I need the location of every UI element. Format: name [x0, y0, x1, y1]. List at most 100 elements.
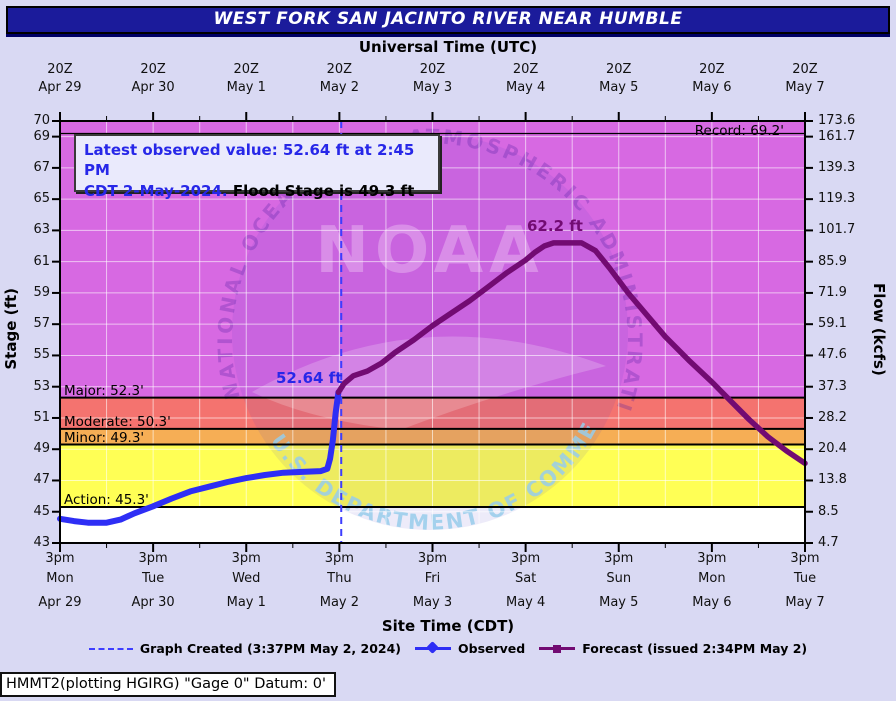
threshold-label-action: Action: 45.3' — [64, 492, 149, 509]
site-day-label: Mon — [46, 571, 74, 586]
site-date-label: May 3 — [412, 595, 453, 610]
utc-axis-title: Universal Time (UTC) — [358, 38, 538, 56]
utc-hour-label: 20Z — [419, 62, 446, 77]
legend-item-observed: Observed — [415, 641, 525, 656]
site-day-label: Sun — [606, 571, 632, 586]
utc-hour-label: 20Z — [606, 62, 632, 77]
flow-tick-label: 47.6 — [818, 347, 847, 363]
flow-tick-label: 119.3 — [818, 191, 856, 207]
utc-date-label: May 6 — [692, 80, 732, 95]
site-date-label: May 1 — [226, 595, 266, 610]
stage-tick-label: 53 — [33, 378, 50, 394]
stage-tick-label: 45 — [33, 503, 50, 519]
svg-text:NOAA: NOAA — [315, 214, 544, 288]
legend-item-forecast: Forecast (issued 2:34PM May 2) — [539, 641, 807, 656]
site-date-label: Apr 29 — [38, 595, 82, 610]
flow-tick-label: 71.9 — [818, 284, 847, 300]
utc-hour-label: 20Z — [792, 62, 818, 77]
site-day-label: Fri — [424, 571, 441, 586]
legend-created-label: Graph Created (3:37PM May 2, 2024) — [139, 641, 401, 656]
utc-date-label: May 7 — [785, 80, 825, 95]
flow-tick-label: 20.4 — [818, 441, 847, 457]
observed-marker-icon — [426, 641, 439, 654]
stage-tick-label: 55 — [33, 347, 50, 363]
site-day-label: Thu — [327, 571, 352, 586]
site-hour-label: 3pm — [231, 551, 261, 566]
junction-value-label: 52.64 ft — [276, 369, 343, 387]
stage-tick-label: 43 — [33, 535, 50, 550]
forecast-peak-label: 62.2 ft — [527, 217, 583, 235]
info-line2-date: CDT 2-May-2024. — [84, 181, 228, 200]
threshold-label-record: Record: 69.2' — [694, 122, 784, 139]
flow-tick-label: 59.1 — [818, 316, 847, 332]
stage-axis-title: Stage (ft) — [2, 288, 20, 370]
flow-tick-label: 37.3 — [818, 378, 847, 394]
latest-observed-info-box: Latest observed value: 52.64 ft at 2:45 … — [74, 134, 440, 200]
site-hour-label: 3pm — [324, 551, 354, 566]
stage-tick-label: 47 — [33, 472, 50, 488]
site-hour-label: 3pm — [697, 551, 727, 566]
info-line2-floodstage: Flood Stage is 49.3 ft — [227, 181, 415, 200]
utc-hour-label: 20Z — [699, 62, 725, 77]
flow-tick-label: 4.7 — [818, 535, 839, 550]
utc-date-label: May 1 — [226, 80, 266, 95]
site-hour-label: 3pm — [790, 551, 820, 566]
site-day-label: Sat — [514, 571, 537, 586]
site-date-label: May 7 — [785, 595, 825, 610]
stage-tick-label: 69 — [33, 128, 50, 144]
stage-tick-label: 49 — [33, 441, 50, 457]
site-date-label: May 2 — [319, 595, 360, 610]
forecast-marker-icon — [553, 644, 562, 653]
site-hour-label: 3pm — [511, 551, 541, 566]
utc-hour-label: 20Z — [326, 62, 353, 77]
utc-date-label: May 2 — [319, 80, 360, 95]
stage-tick-label: 51 — [33, 409, 50, 425]
site-day-label: Wed — [232, 571, 261, 586]
site-date-label: May 6 — [692, 595, 732, 610]
site-hour-label: 3pm — [45, 551, 75, 566]
graph-created-line-icon — [88, 647, 133, 650]
page-title: WEST FORK SAN JACINTO RIVER NEAR HUMBLE — [6, 6, 890, 34]
site-date-label: Apr 30 — [131, 595, 175, 610]
flow-tick-label: 161.7 — [818, 128, 856, 144]
flow-tick-label: 139.3 — [818, 159, 856, 175]
site-hour-label: 3pm — [138, 551, 168, 566]
utc-date-label: May 5 — [599, 80, 639, 95]
site-day-label: Mon — [698, 571, 726, 586]
stage-tick-label: 63 — [33, 222, 50, 238]
forecast-line — [335, 240, 808, 467]
threshold-label-major: Major: 52.3' — [64, 382, 144, 399]
stage-tick-label: 61 — [33, 253, 50, 269]
flow-tick-label: 8.5 — [818, 503, 839, 519]
utc-hour-label: 20Z — [512, 62, 539, 77]
legend-forecast-label: Forecast (issued 2:34PM May 2) — [582, 641, 808, 656]
flow-tick-label: 28.2 — [818, 409, 847, 425]
stage-tick-label: 65 — [33, 191, 50, 207]
threshold-label-minor: Minor: 49.3' — [64, 429, 145, 446]
flow-tick-label: 85.9 — [818, 253, 847, 269]
flow-tick-label: 173.6 — [818, 113, 856, 128]
site-day-label: Tue — [142, 571, 165, 586]
legend: Graph Created (3:37PM May 2, 2024) Obser… — [0, 641, 896, 656]
site-date-label: May 5 — [599, 595, 639, 610]
threshold-label-moderate: Moderate: 50.3' — [64, 413, 171, 430]
legend-item-created: Graph Created (3:37PM May 2, 2024) — [88, 641, 401, 656]
site-hour-label: 3pm — [604, 551, 634, 566]
utc-date-label: Apr 30 — [131, 80, 175, 95]
gage-datum-footer: HMMT2(plotting HGIRG) "Gage 0" Datum: 0' — [0, 672, 336, 697]
utc-hour-label: 20Z — [233, 62, 259, 77]
utc-hour-label: 20Z — [140, 62, 166, 77]
utc-hour-label: 20Z — [47, 62, 73, 77]
forecast-line-icon — [539, 644, 576, 653]
flow-tick-label: 13.8 — [818, 472, 847, 488]
flow-tick-label: 101.7 — [818, 222, 856, 238]
legend-observed-label: Observed — [458, 641, 526, 656]
observed-line-icon — [415, 641, 451, 654]
utc-date-label: Apr 29 — [38, 80, 82, 95]
site-day-label: Tue — [793, 571, 817, 586]
flow-axis-title: Flow (kcfs) — [870, 283, 888, 376]
info-line1: Latest observed value: 52.64 ft at 2:45 … — [84, 141, 415, 180]
stage-tick-label: 70 — [33, 113, 50, 128]
